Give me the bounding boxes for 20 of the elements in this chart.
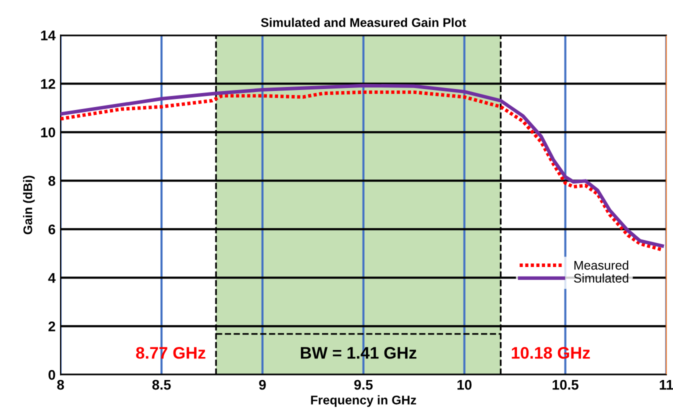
chart-title: Simulated and Measured Gain Plot <box>260 18 466 27</box>
x-tick-label: 11 <box>660 380 673 390</box>
y-tick-label: 12 <box>41 79 56 89</box>
x-tick-label: 10 <box>458 380 472 390</box>
y-tick-label: 6 <box>48 224 56 234</box>
x-tick-label: 8.5 <box>152 380 171 390</box>
legend-label: Measured <box>574 260 628 270</box>
x-tick-label: 8 <box>57 380 64 390</box>
y-tick-label: 14 <box>41 30 56 40</box>
y-tick-label: 8 <box>48 176 56 186</box>
x-tick-label: 9.5 <box>354 380 373 390</box>
y-tick-label: 0 <box>48 370 56 380</box>
legend-label: Simulated <box>574 273 628 283</box>
y-tick-label: 10 <box>41 128 56 138</box>
x-tick-label: 9 <box>259 380 266 390</box>
y-tick-label: 2 <box>48 322 56 332</box>
y-tick-label: 4 <box>48 273 56 283</box>
x-axis-title: Frequency in GHz <box>311 395 416 407</box>
y-axis-title: Gain (dBi) <box>23 176 35 234</box>
x-tick-label: 10.5 <box>552 380 578 390</box>
